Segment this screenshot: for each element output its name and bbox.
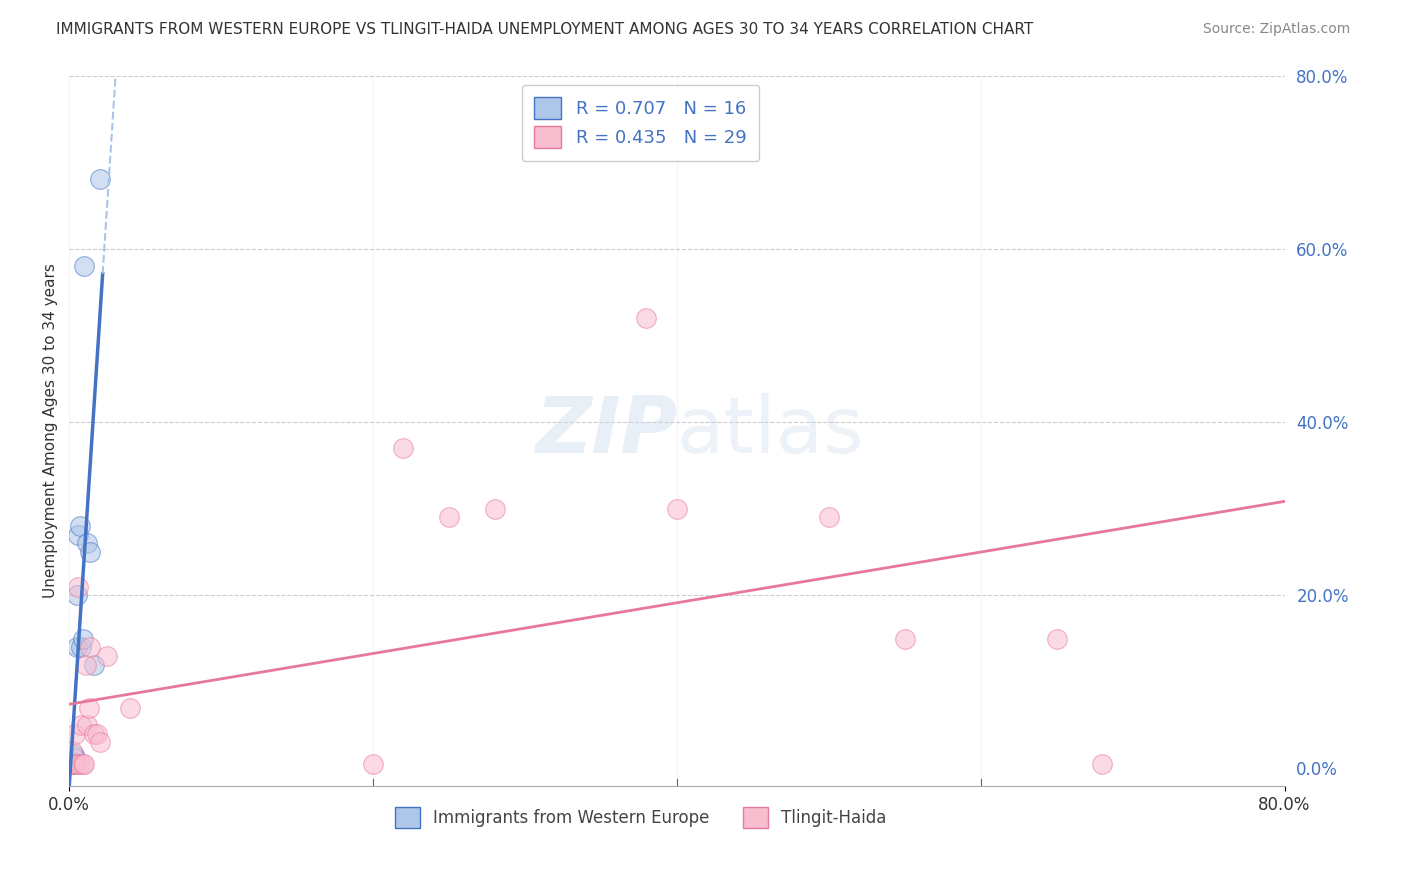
Point [60, 757, 83, 772]
Text: IMMIGRANTS FROM WESTERN EUROPE VS TLINGIT-HAIDA UNEMPLOYMENT AMONG AGES 30 TO 34: IMMIGRANTS FROM WESTERN EUROPE VS TLINGI… [56, 22, 1033, 37]
Point [665, 501, 688, 516]
Point [62, 755, 84, 769]
Point [66, 640, 89, 655]
Point [73, 757, 96, 772]
Point [73, 259, 96, 273]
Point [66, 757, 89, 772]
Point [392, 441, 415, 455]
Point [69, 757, 91, 772]
Point [70, 718, 93, 732]
Point [89, 172, 111, 186]
Point [67, 527, 90, 541]
Text: Source: ZipAtlas.com: Source: ZipAtlas.com [1202, 22, 1350, 37]
Point [76, 718, 98, 732]
Y-axis label: Unemployment Among Ages 30 to 34 years: Unemployment Among Ages 30 to 34 years [44, 263, 58, 599]
Point [83, 727, 105, 741]
Point [1091, 757, 1114, 772]
Point [60, 744, 83, 758]
Point [77, 701, 100, 715]
Point [72, 632, 94, 646]
Point [76, 536, 98, 550]
Point [65, 727, 87, 741]
Point [62, 748, 84, 763]
Point [817, 510, 839, 524]
Point [636, 311, 658, 326]
Point [62, 757, 84, 772]
Point [72, 757, 94, 772]
Point [79, 640, 101, 655]
Point [96, 648, 118, 663]
Point [86, 727, 108, 741]
Point [59, 757, 82, 772]
Point [66, 588, 89, 602]
Point [69, 519, 91, 533]
Point [65, 751, 87, 765]
Point [118, 701, 141, 715]
Point [893, 632, 915, 646]
Point [1046, 632, 1069, 646]
Point [65, 757, 87, 772]
Point [83, 657, 105, 672]
Text: atlas: atlas [676, 392, 865, 468]
Point [75, 657, 97, 672]
Text: ZIP: ZIP [534, 392, 676, 468]
Point [437, 510, 460, 524]
Point [67, 580, 90, 594]
Point [361, 757, 384, 772]
Point [89, 735, 111, 749]
Legend: Immigrants from Western Europe, Tlingit-Haida: Immigrants from Western Europe, Tlingit-… [388, 801, 893, 834]
Point [484, 501, 506, 516]
Point [70, 640, 93, 655]
Point [79, 545, 101, 559]
